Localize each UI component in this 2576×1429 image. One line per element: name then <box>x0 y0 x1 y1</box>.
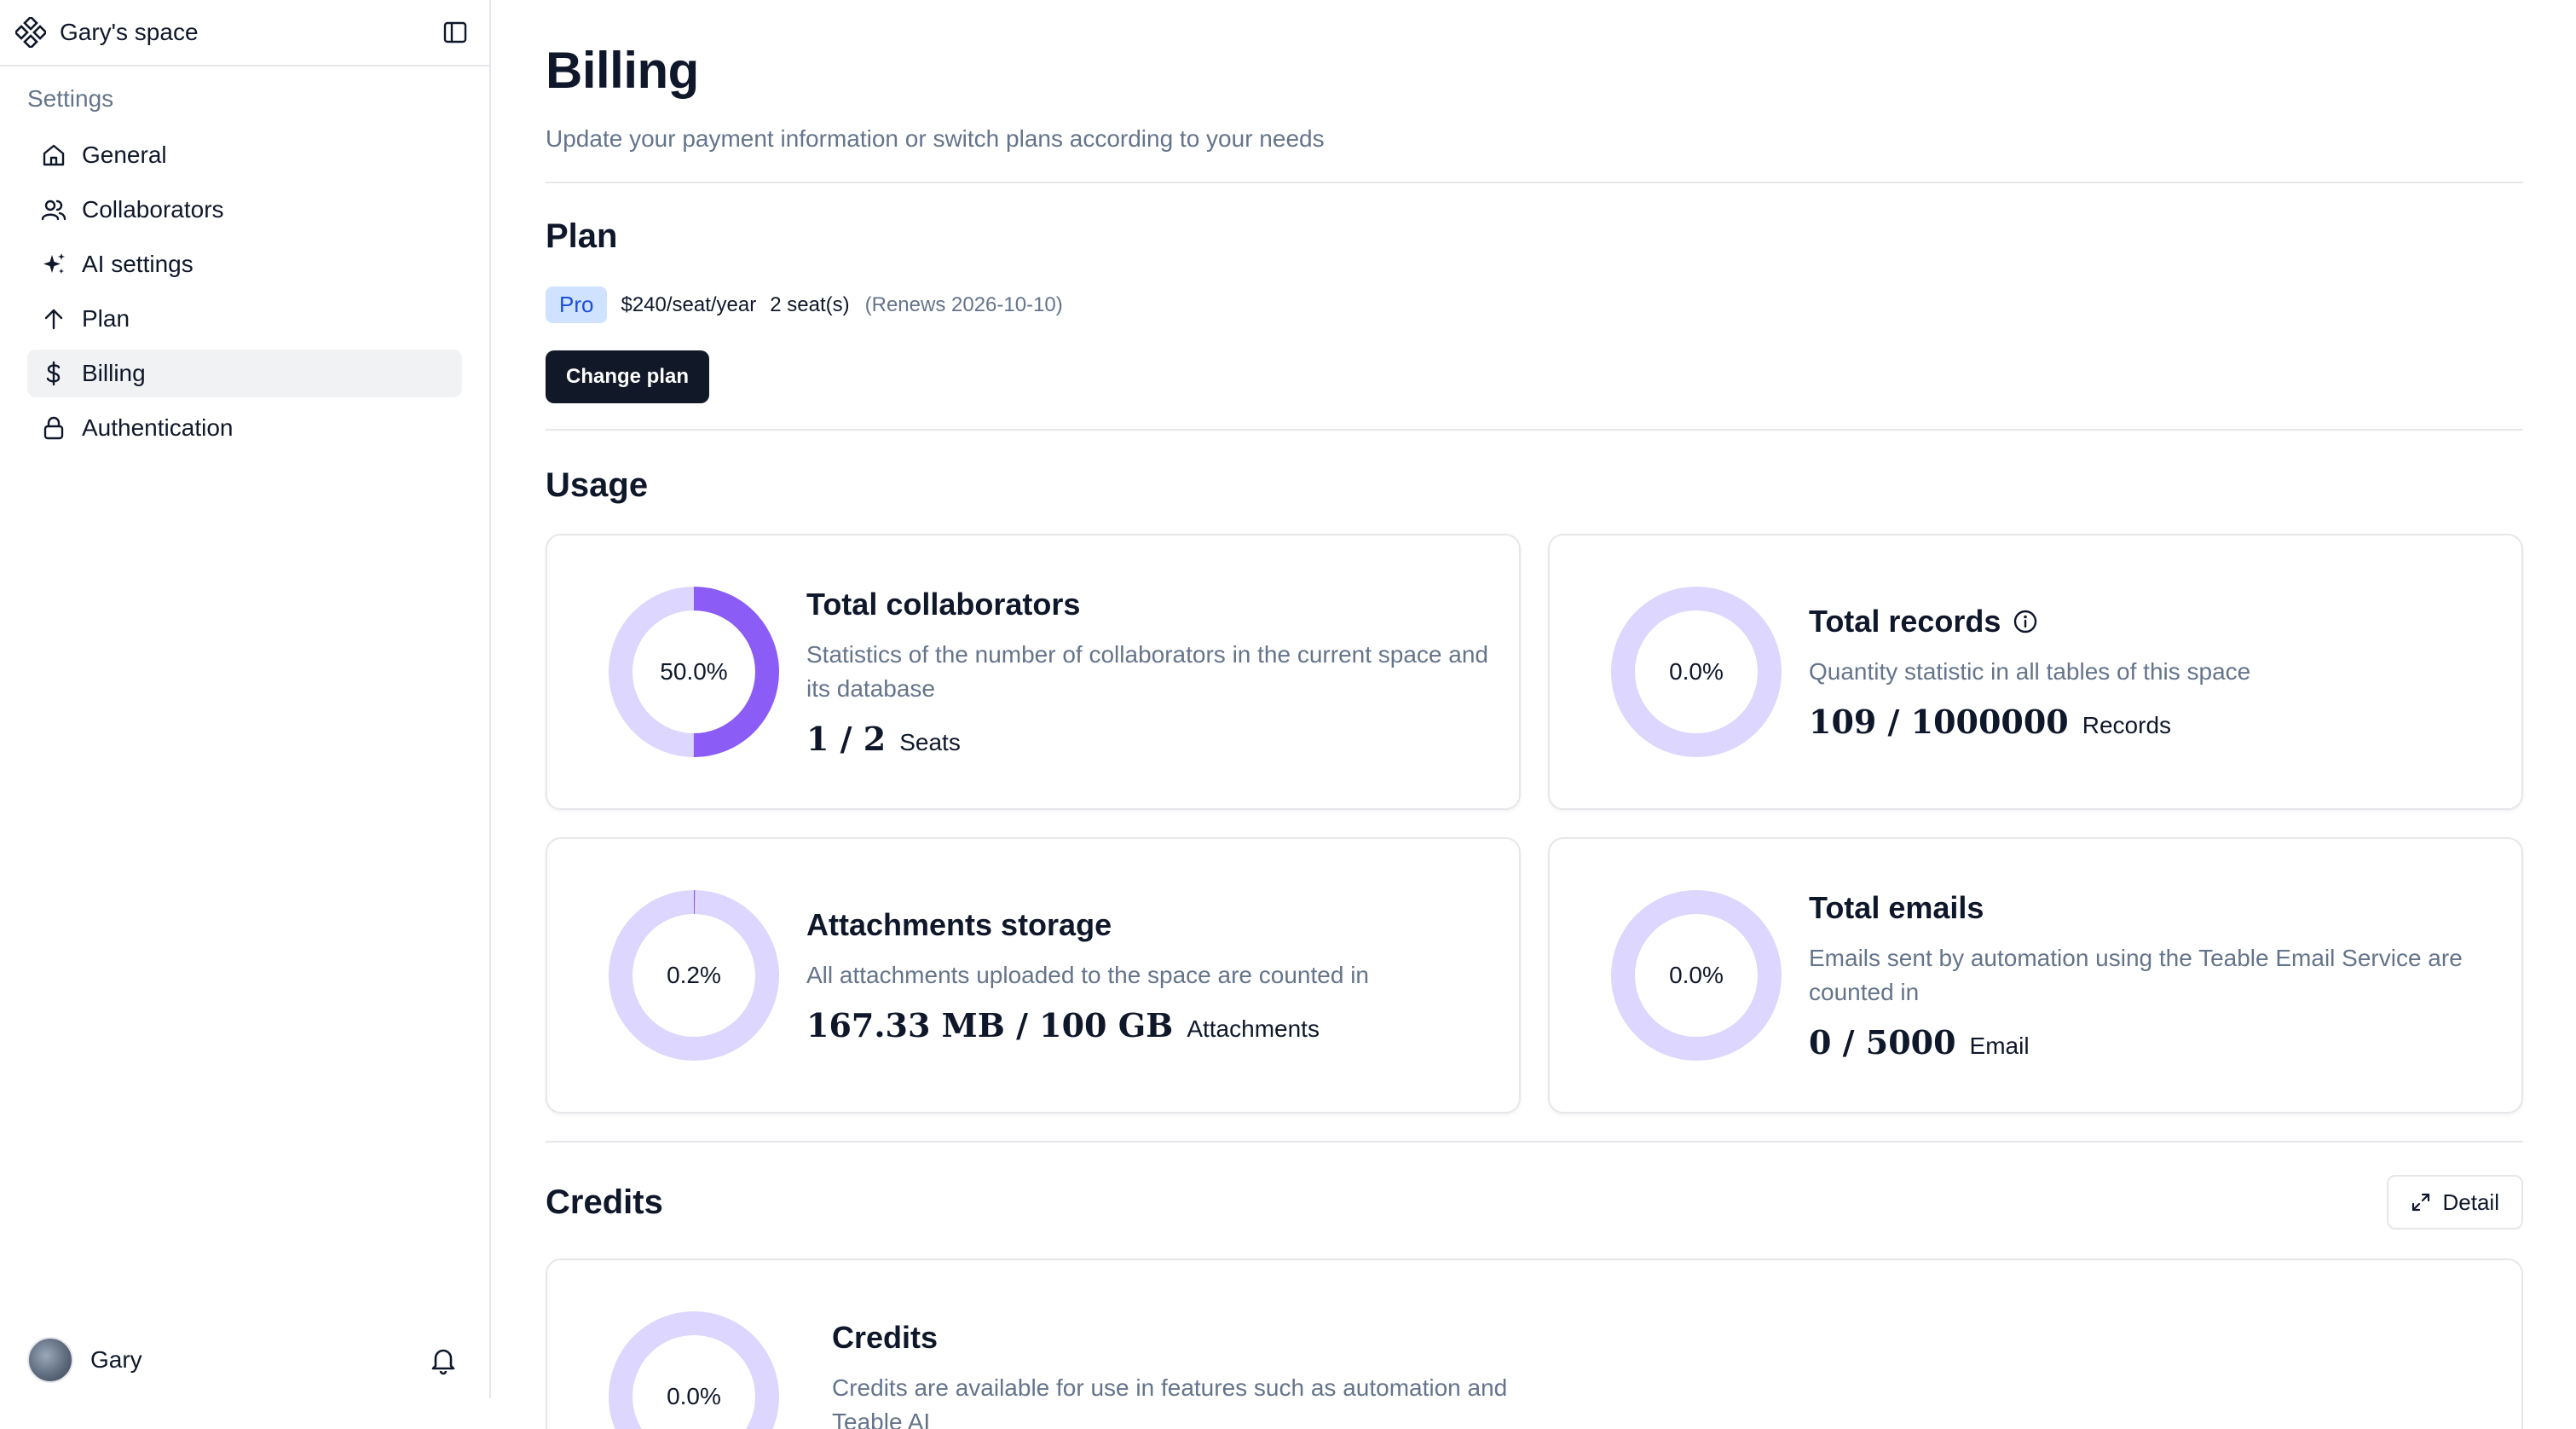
space-name[interactable]: Gary's space <box>60 19 199 45</box>
credits-section-title: Credits <box>546 1183 663 1221</box>
usage-percent: 0.0% <box>1669 658 1724 685</box>
plan-section-title: Plan <box>546 217 618 255</box>
credits-card-text: Credits Credits are available for use in… <box>832 1320 1514 1429</box>
plan-badge: Pro <box>546 286 608 323</box>
credits-header: Credits Detail <box>546 1175 2523 1229</box>
sidebar-toggle-icon[interactable] <box>438 15 472 49</box>
sidebar-item-plan[interactable]: Plan <box>27 295 462 343</box>
usage-card-text: Total records Quantity statistic in all … <box>1809 604 2491 741</box>
sidebar-item-label: General <box>82 142 167 168</box>
space-header[interactable]: Gary's space <box>0 0 489 67</box>
sidebar-item-label: Billing <box>82 360 146 386</box>
settings-nav: General Collaborators AI settings <box>0 124 489 452</box>
usage-card-emails: 0.0% Total emails Emails sent by automat… <box>1548 837 2523 1114</box>
space-logo-icon <box>14 15 48 49</box>
sidebar-item-label: Plan <box>82 305 130 332</box>
sidebar-item-collaborators[interactable]: Collaborators <box>27 186 462 234</box>
usage-card-records: 0.0% Total records Quantity statistic in… <box>1548 534 2523 810</box>
credits-card: 0.0% Credits Credits are available for u… <box>546 1258 2523 1429</box>
usage-card-title: Total records <box>1809 603 2001 639</box>
usage-card-stat: 167.33 MB / 100 GB Attachments <box>806 1006 1488 1044</box>
avatar[interactable] <box>27 1337 73 1383</box>
sidebar-item-label: AI settings <box>82 251 193 277</box>
usage-card-title: Total collaborators <box>806 586 1081 622</box>
dollar-icon <box>39 359 68 388</box>
sidebar-item-billing[interactable]: Billing <box>27 350 462 397</box>
sidebar: Gary's space Settings General <box>0 0 491 1398</box>
divider <box>546 182 2523 183</box>
lock-icon <box>39 414 68 443</box>
bell-icon[interactable] <box>425 1341 462 1379</box>
usage-card-title-row: Total records <box>1809 604 2491 639</box>
credits-card-title: Credits <box>832 1320 939 1355</box>
main-content: Billing Update your payment information … <box>546 0 2523 1429</box>
usage-card-stat: 1 / 2 Seats <box>806 720 1488 758</box>
user-footer: Gary <box>0 1322 489 1398</box>
usage-card-stat: 109 / 1000000 Records <box>1809 703 2491 741</box>
usage-card-collaborators: 50.0% Total collaborators Statistics of … <box>546 534 1521 810</box>
usage-grid: 50.0% Total collaborators Statistics of … <box>546 534 2523 1114</box>
usage-stat-unit: Records <box>2082 711 2172 738</box>
usage-card-text: Total emails Emails sent by automation u… <box>1809 890 2491 1062</box>
detail-button-label: Detail <box>2442 1189 2499 1215</box>
usage-card-title: Attachments storage <box>806 906 1112 942</box>
arrow-up-icon <box>39 304 68 333</box>
usage-card-description: Quantity statistic in all tables of this… <box>1809 657 2251 685</box>
usage-donut: 0.2% <box>607 888 781 1062</box>
usage-percent: 50.0% <box>660 658 728 685</box>
usage-card-text: Total collaborators Statistics of the nu… <box>806 587 1488 758</box>
usage-stat-unit: Seats <box>899 728 961 755</box>
usage-card-description: Emails sent by automation using the Teab… <box>1809 944 2463 1005</box>
usage-section-title: Usage <box>546 466 649 504</box>
user-name[interactable]: Gary <box>90 1346 142 1373</box>
sidebar-item-general[interactable]: General <box>27 131 462 179</box>
usage-stat-value: 0 / 5000 <box>1809 1022 1956 1062</box>
plan-renew-date: (Renews 2026-10-10) <box>864 292 1063 316</box>
plan-summary: Pro $240/seat/year 2 seat(s) (Renews 202… <box>546 286 2523 323</box>
usage-stat-value: 1 / 2 <box>806 719 887 758</box>
settings-heading: Settings <box>27 85 114 112</box>
credits-donut: 0.0% <box>607 1310 781 1429</box>
usage-stat-unit: Email <box>1969 1032 2030 1059</box>
sidebar-item-authentication[interactable]: Authentication <box>27 404 462 452</box>
usage-card-text: Attachments storage All attachments uplo… <box>806 907 1488 1044</box>
change-plan-button[interactable]: Change plan <box>546 350 709 403</box>
usage-stat-value: 167.33 MB / 100 GB <box>806 1005 1174 1044</box>
usage-donut: 0.0% <box>1609 888 1783 1062</box>
usage-card-title: Total emails <box>1809 889 1984 925</box>
info-icon[interactable] <box>2013 609 2038 634</box>
usage-donut: 50.0% <box>607 585 781 759</box>
page-title: Billing <box>546 42 699 99</box>
divider <box>546 1141 2523 1143</box>
usage-percent: 0.0% <box>1669 962 1724 988</box>
sidebar-item-ai-settings[interactable]: AI settings <box>27 240 462 288</box>
usage-stat-value: 109 / 1000000 <box>1809 702 2069 741</box>
usage-card-stat: 0 / 5000 Email <box>1809 1023 2491 1062</box>
page-subtitle: Update your payment information or switc… <box>546 125 1325 152</box>
sidebar-item-label: Authentication <box>82 414 234 441</box>
usage-donut: 0.0% <box>1609 585 1783 759</box>
credits-card-description: Credits are available for use in feature… <box>832 1374 1508 1429</box>
detail-button[interactable]: Detail <box>2386 1175 2523 1229</box>
plan-seats: 2 seat(s) <box>770 292 850 316</box>
credits-percent: 0.0% <box>667 1383 721 1409</box>
sparkles-icon <box>39 250 68 279</box>
expand-icon <box>2411 1193 2429 1212</box>
usage-percent: 0.2% <box>667 962 721 988</box>
plan-price: $240/seat/year <box>621 292 757 316</box>
usage-card-description: Statistics of the number of collaborator… <box>806 640 1488 702</box>
home-icon <box>39 141 68 170</box>
divider <box>546 429 2523 431</box>
usage-card-description: All attachments uploaded to the space ar… <box>806 961 1369 988</box>
usage-card-attachments: 0.2% Attachments storage All attachments… <box>546 837 1521 1114</box>
usage-stat-unit: Attachments <box>1187 1015 1320 1042</box>
users-icon <box>39 195 68 224</box>
sidebar-item-label: Collaborators <box>82 196 224 223</box>
